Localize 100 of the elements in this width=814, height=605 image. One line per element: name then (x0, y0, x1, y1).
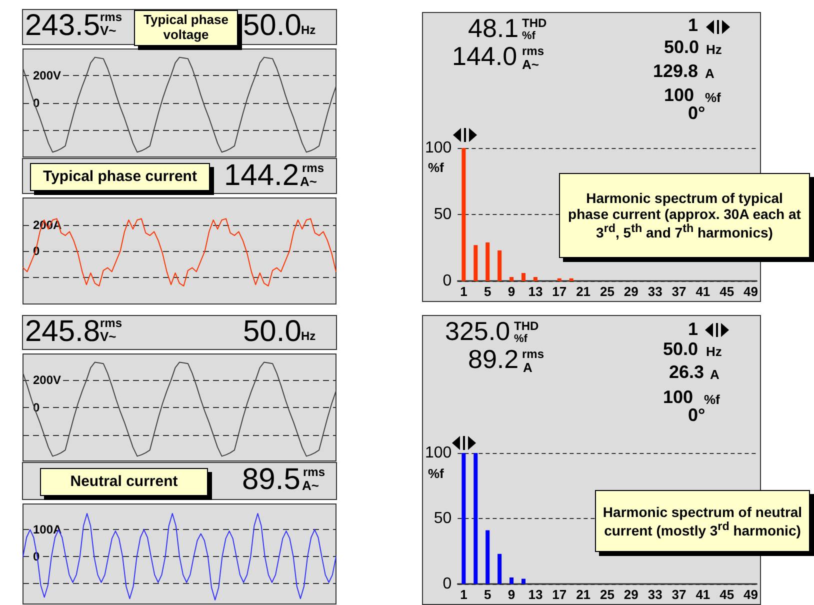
text: rms (303, 465, 326, 480)
bar (462, 453, 466, 584)
y-tick-label: 100 (424, 444, 452, 462)
text: Hz (706, 42, 722, 58)
text: 1 (688, 319, 698, 340)
text: A (523, 360, 532, 376)
x-tick-label: 17 (552, 587, 567, 602)
text: 89.5 (242, 463, 300, 496)
x-tick-label: 5 (484, 587, 492, 602)
x-tick-label: 1 (460, 284, 468, 299)
bar (533, 277, 538, 281)
text: rms (100, 10, 122, 24)
text: 245.8 (25, 315, 100, 348)
line-series (22, 362, 336, 457)
y-tick-label: 50 (434, 510, 452, 527)
y-axis-title: %f (428, 466, 444, 481)
text: %f (522, 30, 536, 42)
text: 89.2 (468, 344, 519, 374)
text: 50.0 (664, 37, 700, 58)
x-tick-label: 25 (600, 284, 614, 299)
text: 100 (664, 85, 694, 106)
y-axis-title: %f (428, 160, 444, 175)
x-tick-label: 13 (528, 284, 543, 299)
text: rms (522, 347, 544, 362)
bar (486, 242, 490, 281)
x-tick-label: 49 (744, 587, 758, 602)
x-tick-label: 29 (624, 587, 638, 602)
line-series (22, 56, 336, 153)
text: A (710, 367, 720, 382)
x-tick-label: 9 (508, 284, 516, 299)
text: Hz (706, 344, 722, 360)
x-tick-label: 49 (744, 284, 758, 299)
text: 0° (688, 103, 706, 124)
x-tick-label: 5 (484, 284, 492, 299)
text: Hz (301, 23, 316, 38)
line-series (22, 512, 336, 600)
bar (486, 530, 490, 584)
bar (557, 278, 562, 281)
text: 243.5 (25, 9, 100, 42)
text: A~ (522, 57, 539, 72)
text: rms (522, 44, 544, 58)
y-tick-label: 0 (442, 272, 452, 290)
x-tick-label: 25 (600, 587, 614, 602)
x-tick-label: 41 (696, 284, 710, 299)
text: V~ (100, 23, 116, 38)
text: 144.2 (224, 159, 300, 192)
y-tick-label: 100A (33, 522, 62, 537)
bar (569, 278, 574, 281)
bar (474, 453, 478, 584)
text: Hz (301, 329, 316, 344)
x-tick-label: 37 (672, 284, 686, 299)
bar (462, 148, 466, 281)
text: 129.8 (653, 61, 698, 82)
text: A~ (302, 478, 319, 494)
y-tick-label: 50 (434, 206, 452, 223)
y-tick-label: 200V (33, 373, 62, 388)
y-tick-label: 200V (33, 68, 62, 82)
x-tick-label: 33 (648, 587, 662, 602)
y-tick-label: 0 (442, 576, 452, 592)
text: 50.0 (663, 339, 698, 360)
text: A~ (300, 174, 317, 190)
text: 26.3 (669, 362, 704, 383)
line-series (22, 218, 336, 286)
text: rms (100, 316, 122, 330)
x-tick-label: 9 (508, 587, 516, 602)
bar (510, 277, 514, 281)
bar (498, 250, 502, 281)
text: V~ (100, 329, 116, 344)
text: 1 (688, 15, 698, 36)
text: 50.0 (243, 9, 302, 42)
x-tick-label: 45 (720, 587, 734, 602)
text: %f (514, 333, 528, 346)
text: %f (705, 90, 721, 106)
x-tick-label: 45 (720, 284, 734, 299)
x-tick-label: 33 (648, 284, 662, 299)
text: 144.0 (452, 41, 518, 71)
bar (521, 273, 526, 281)
x-tick-label: 41 (696, 587, 710, 602)
bar (510, 577, 514, 584)
text: 50.0 (243, 315, 302, 348)
text: 100 (663, 387, 694, 408)
x-tick-label: 13 (528, 587, 543, 602)
text: 0° (688, 405, 706, 426)
annotation: Harmonic spectrum of neutral current (mostly 3$^{rd}$ harmonic) (602, 504, 804, 538)
x-tick-label: 17 (552, 284, 567, 299)
bar (521, 578, 526, 584)
x-tick-label: 21 (576, 587, 591, 602)
text: 325.0 (445, 316, 510, 346)
y-tick-label: 100 (424, 140, 452, 156)
text: A (705, 66, 714, 82)
text: THD (522, 16, 547, 30)
x-tick-label: 29 (624, 284, 638, 299)
x-tick-label: 1 (460, 587, 468, 602)
bar (474, 245, 478, 281)
text: %f (704, 392, 720, 408)
text: 48.1 (468, 13, 519, 43)
x-tick-label: 21 (576, 284, 591, 299)
text: rms (302, 161, 324, 176)
text: THD (514, 319, 539, 334)
x-tick-label: 37 (672, 587, 686, 602)
